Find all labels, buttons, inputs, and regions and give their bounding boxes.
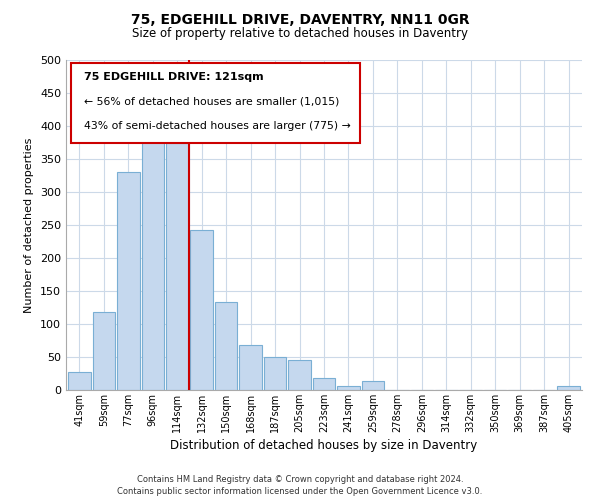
- Y-axis label: Number of detached properties: Number of detached properties: [25, 138, 34, 312]
- Text: 75, EDGEHILL DRIVE, DAVENTRY, NN11 0GR: 75, EDGEHILL DRIVE, DAVENTRY, NN11 0GR: [131, 12, 469, 26]
- Bar: [557, 386, 580, 390]
- Text: ← 56% of detached houses are smaller (1,015): ← 56% of detached houses are smaller (1,…: [84, 96, 340, 106]
- Bar: [166, 142, 188, 390]
- Bar: [264, 357, 286, 390]
- FancyBboxPatch shape: [71, 64, 360, 142]
- Text: 43% of semi-detached houses are larger (775) →: 43% of semi-detached houses are larger (…: [84, 121, 351, 131]
- Bar: [337, 386, 360, 390]
- Text: Size of property relative to detached houses in Daventry: Size of property relative to detached ho…: [132, 28, 468, 40]
- Text: 75 EDGEHILL DRIVE: 121sqm: 75 EDGEHILL DRIVE: 121sqm: [84, 72, 263, 82]
- Bar: [313, 378, 335, 390]
- Bar: [362, 382, 384, 390]
- Bar: [190, 230, 213, 390]
- Bar: [68, 372, 91, 390]
- Bar: [142, 134, 164, 390]
- Bar: [288, 360, 311, 390]
- X-axis label: Distribution of detached houses by size in Daventry: Distribution of detached houses by size …: [170, 439, 478, 452]
- Bar: [215, 302, 238, 390]
- Text: Contains HM Land Registry data © Crown copyright and database right 2024.
Contai: Contains HM Land Registry data © Crown c…: [118, 474, 482, 496]
- Bar: [92, 312, 115, 390]
- Bar: [239, 345, 262, 390]
- Bar: [117, 172, 140, 390]
